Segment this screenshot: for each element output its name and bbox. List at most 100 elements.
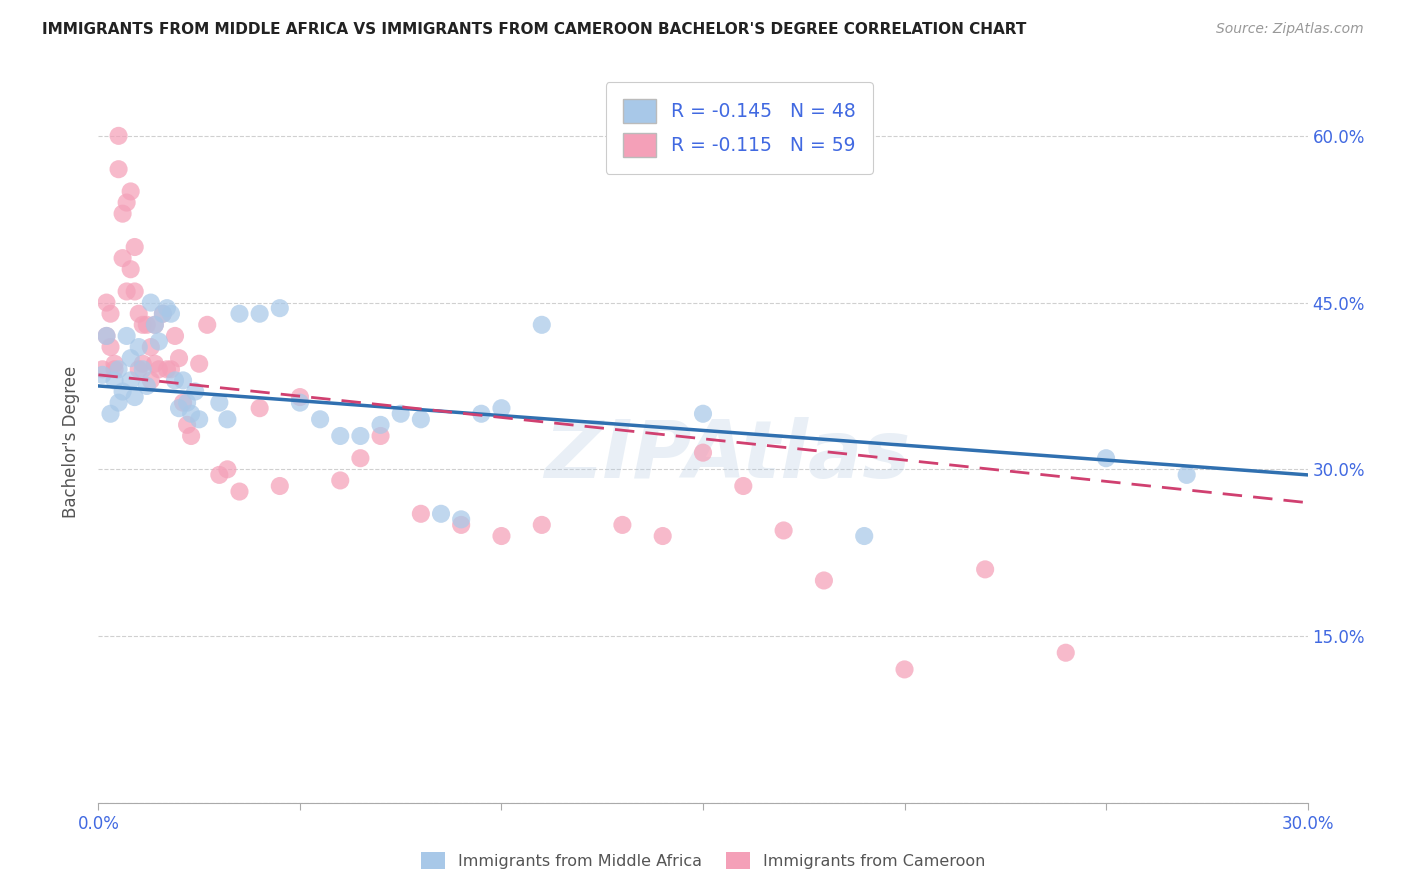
Point <box>491 401 513 416</box>
Point <box>180 407 202 421</box>
Text: ZIPAtlas: ZIPAtlas <box>544 417 910 495</box>
Point <box>491 529 513 543</box>
Point <box>409 412 432 426</box>
Point <box>813 574 835 588</box>
Text: Source: ZipAtlas.com: Source: ZipAtlas.com <box>1216 22 1364 37</box>
Point <box>692 407 714 421</box>
Point <box>208 395 231 409</box>
Point <box>100 340 122 354</box>
Point <box>120 262 142 277</box>
Point <box>143 357 166 371</box>
Point <box>249 307 271 321</box>
Point <box>91 368 114 382</box>
Point <box>409 507 432 521</box>
Point <box>139 295 162 310</box>
Point <box>103 362 125 376</box>
Point <box>143 318 166 332</box>
Point <box>100 407 122 421</box>
Point <box>107 128 129 143</box>
Point <box>288 395 311 409</box>
Point <box>176 417 198 432</box>
Point <box>470 407 492 421</box>
Point <box>135 379 157 393</box>
Point <box>167 401 190 416</box>
Point <box>115 329 138 343</box>
Point <box>132 362 155 376</box>
Point <box>172 373 194 387</box>
Point <box>188 412 211 426</box>
Point <box>172 395 194 409</box>
Point <box>120 351 142 366</box>
Point <box>772 524 794 538</box>
Point <box>228 307 250 321</box>
Point <box>1175 467 1198 482</box>
Point <box>132 357 155 371</box>
Point <box>163 329 186 343</box>
Text: IMMIGRANTS FROM MIDDLE AFRICA VS IMMIGRANTS FROM CAMEROON BACHELOR'S DEGREE CORR: IMMIGRANTS FROM MIDDLE AFRICA VS IMMIGRA… <box>42 22 1026 37</box>
Point <box>124 240 146 254</box>
Point <box>124 390 146 404</box>
Point <box>530 318 553 332</box>
Point <box>974 562 997 576</box>
Point <box>176 395 198 409</box>
Point <box>139 373 162 387</box>
Point <box>128 307 150 321</box>
Point <box>389 407 412 421</box>
Legend: Immigrants from Middle Africa, Immigrants from Cameroon: Immigrants from Middle Africa, Immigrant… <box>415 846 991 875</box>
Point <box>111 384 134 399</box>
Point <box>1095 451 1118 466</box>
Point <box>195 318 218 332</box>
Point <box>612 517 634 532</box>
Point <box>160 362 183 376</box>
Point <box>156 362 179 376</box>
Point <box>309 412 332 426</box>
Point <box>288 390 311 404</box>
Point <box>651 529 673 543</box>
Point <box>139 340 162 354</box>
Point <box>152 307 174 321</box>
Point <box>115 285 138 299</box>
Point <box>349 429 371 443</box>
Point <box>893 662 915 676</box>
Point <box>143 318 166 332</box>
Point <box>148 362 170 376</box>
Point <box>692 445 714 459</box>
Point <box>128 340 150 354</box>
Point <box>132 318 155 332</box>
Point <box>100 307 122 321</box>
Point <box>160 307 183 321</box>
Point <box>188 357 211 371</box>
Point <box>217 412 239 426</box>
Point <box>853 529 876 543</box>
Point <box>430 507 453 521</box>
Point <box>152 307 174 321</box>
Point <box>115 195 138 210</box>
Point <box>111 251 134 265</box>
Y-axis label: Bachelor's Degree: Bachelor's Degree <box>62 366 80 517</box>
Point <box>249 401 271 416</box>
Point <box>349 451 371 466</box>
Point <box>103 373 125 387</box>
Point <box>156 301 179 315</box>
Point <box>96 295 118 310</box>
Point <box>530 517 553 532</box>
Point <box>208 467 231 482</box>
Point <box>329 474 352 488</box>
Point <box>269 301 291 315</box>
Point <box>120 185 142 199</box>
Point <box>103 357 125 371</box>
Legend: R = -0.145   N = 48, R = -0.115   N = 59: R = -0.145 N = 48, R = -0.115 N = 59 <box>606 82 873 174</box>
Point <box>107 362 129 376</box>
Point <box>148 334 170 349</box>
Point <box>96 329 118 343</box>
Point <box>128 362 150 376</box>
Point <box>370 417 392 432</box>
Point <box>370 429 392 443</box>
Point <box>450 512 472 526</box>
Point <box>180 429 202 443</box>
Point <box>163 373 186 387</box>
Point <box>733 479 755 493</box>
Point <box>124 285 146 299</box>
Point <box>135 318 157 332</box>
Point <box>111 207 134 221</box>
